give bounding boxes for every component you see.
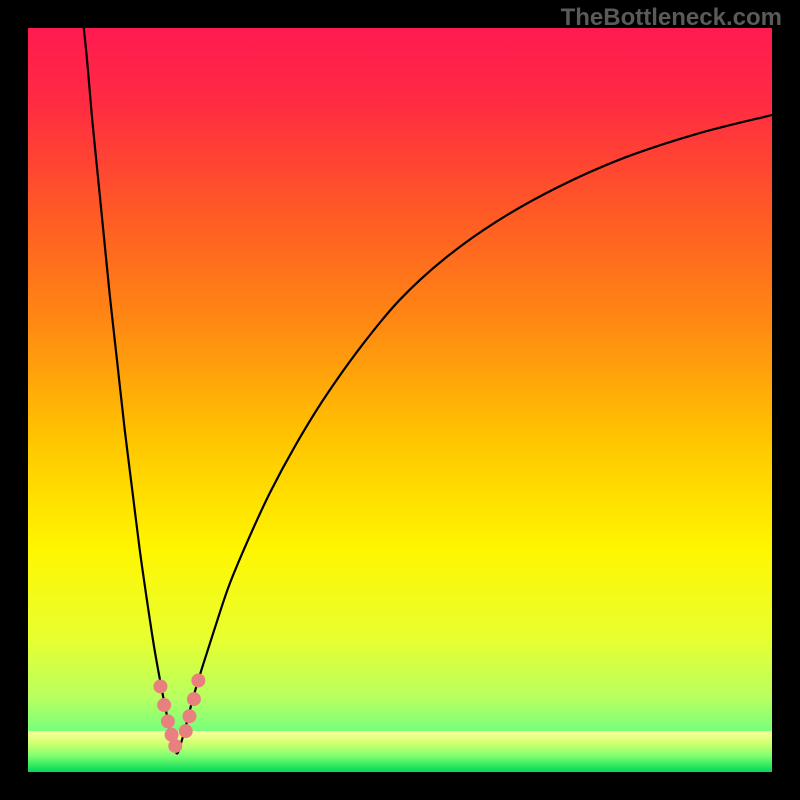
data-marker [153, 679, 167, 693]
chart-container: TheBottleneck.com [0, 0, 800, 800]
watermark-text: TheBottleneck.com [561, 4, 782, 32]
data-marker [179, 724, 193, 738]
data-marker [182, 709, 196, 723]
plot-svg [28, 28, 772, 772]
data-marker [191, 673, 205, 687]
data-marker [157, 698, 171, 712]
bottom-band [28, 731, 772, 772]
chart-frame [28, 28, 772, 772]
data-marker [187, 692, 201, 706]
plot-area [28, 28, 772, 772]
gradient-background [28, 28, 772, 772]
data-marker [161, 714, 175, 728]
data-marker [168, 739, 182, 753]
